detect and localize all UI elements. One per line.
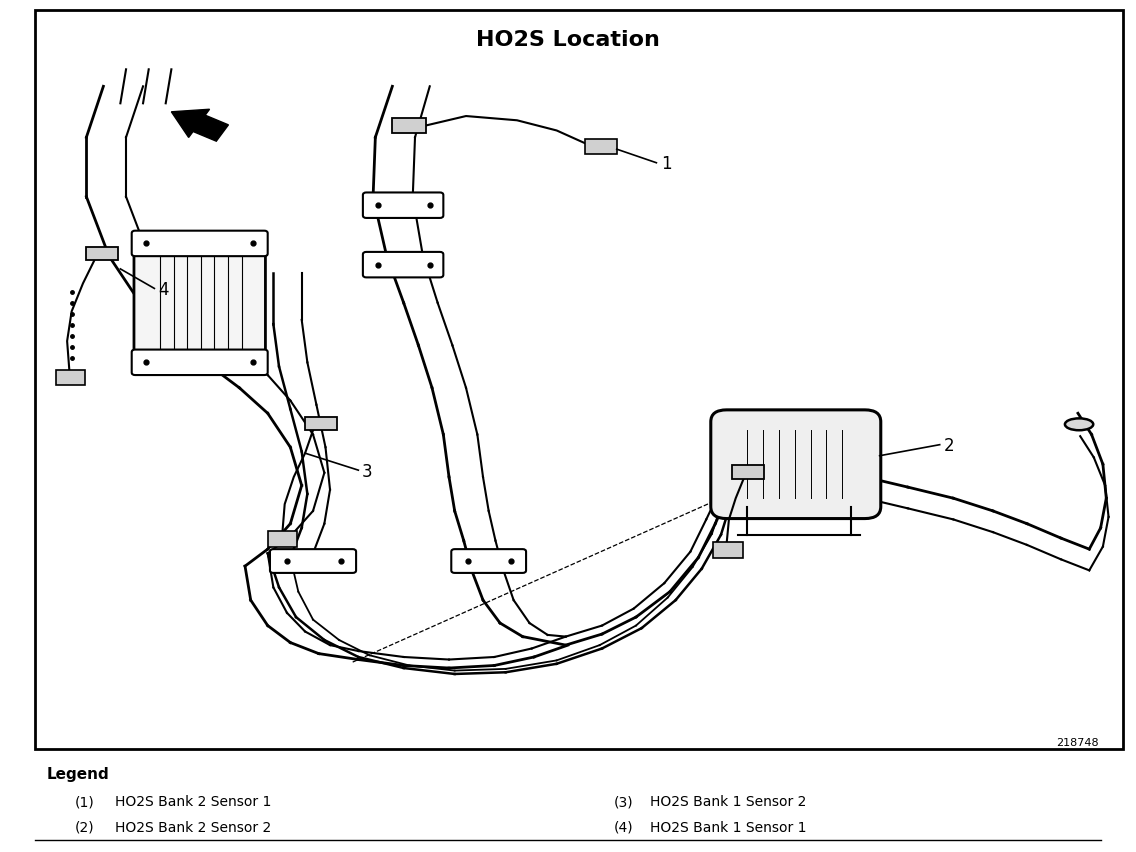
Text: HO2S Bank 2 Sensor 1: HO2S Bank 2 Sensor 1 [115,796,272,809]
Text: Legend: Legend [47,768,109,782]
Text: (3): (3) [613,796,633,809]
FancyBboxPatch shape [270,550,356,573]
Text: HO2S Bank 1 Sensor 1: HO2S Bank 1 Sensor 1 [650,820,807,835]
Text: (1): (1) [75,796,94,809]
FancyArrow shape [172,109,228,141]
Bar [268,532,298,547]
FancyBboxPatch shape [451,550,526,573]
Bar [306,417,336,430]
Text: HO2S Location: HO2S Location [476,30,660,49]
Bar [585,139,617,154]
FancyBboxPatch shape [711,410,880,519]
Text: (4): (4) [613,820,633,835]
FancyBboxPatch shape [362,193,443,218]
Bar [713,543,743,557]
Bar [86,247,118,261]
Text: 1: 1 [661,155,671,174]
Ellipse shape [1064,418,1093,430]
Bar [56,370,85,385]
Text: 3: 3 [361,463,373,481]
Bar [35,10,1124,749]
FancyBboxPatch shape [362,252,443,278]
FancyBboxPatch shape [132,231,268,256]
Bar [733,465,765,479]
Text: HO2S Bank 1 Sensor 2: HO2S Bank 1 Sensor 2 [650,796,805,809]
Text: 4: 4 [158,281,168,299]
Text: 218748: 218748 [1055,738,1099,748]
Text: HO2S Bank 2 Sensor 2: HO2S Bank 2 Sensor 2 [115,820,272,835]
Text: (2): (2) [75,820,94,835]
FancyBboxPatch shape [132,349,268,375]
Text: 2: 2 [944,437,955,455]
Bar [392,118,426,133]
FancyBboxPatch shape [134,237,266,369]
